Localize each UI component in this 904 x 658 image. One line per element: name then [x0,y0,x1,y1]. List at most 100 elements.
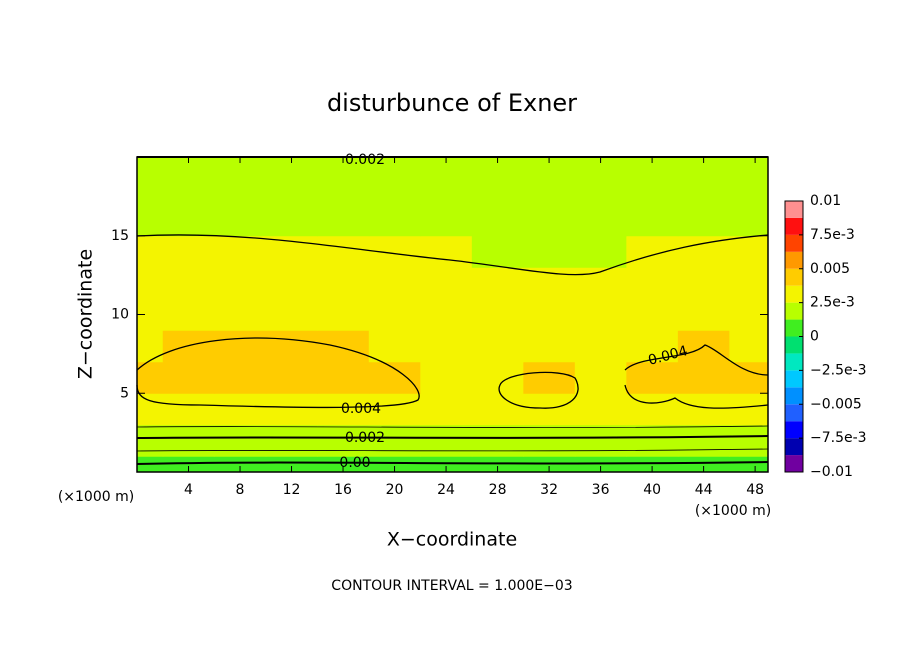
field-cell [420,204,473,237]
field-cell [677,204,730,237]
field-cell [162,204,215,237]
field-cell [317,172,370,205]
field-cell [471,361,524,394]
field-cell [214,298,267,331]
field-cell [420,172,473,205]
field-cell [626,172,679,205]
field-cell [729,424,769,457]
field-cell [471,456,524,473]
colorbar-band [785,404,803,422]
field-cell [162,361,215,394]
field-cell [137,267,164,300]
colorbar-band [785,370,803,388]
field-cell [471,393,524,426]
field-cell [574,298,627,331]
field-cell [214,157,267,174]
field-cell [729,172,769,205]
x-tick-label: 28 [489,482,507,498]
field-cell [265,204,318,237]
field-cell [523,393,576,426]
y-tick-label: 5 [120,385,129,401]
y-axis-label: Z−coordinate [75,249,97,379]
field-cell [523,456,576,473]
x-unit-left: (×1000 m) [58,489,134,505]
contour-label: 0.002 [345,430,385,446]
field-cell [368,298,421,331]
colorbar-band [785,201,803,218]
field-cell [214,361,267,394]
colorbar-tick-label: 0.01 [810,193,841,209]
field-cell [137,172,164,205]
field-cell [265,361,318,394]
colorbar-tick-label: −7.5e-3 [810,430,867,446]
colorbar-tick-label: 7.5e-3 [810,227,855,243]
field-cell [368,393,421,426]
field-cell [214,204,267,237]
field-cell [471,298,524,331]
field-cell [574,393,627,426]
field-cell [729,456,769,473]
field-cell [317,393,370,426]
field-cell [317,456,370,473]
colorbar-band [785,387,803,405]
contour-line [136,337,420,409]
field-cell [420,361,473,394]
field-cell [420,157,473,174]
field-cell [729,393,769,426]
x-tick-label: 44 [695,482,713,498]
field-cell [626,298,679,331]
colorbar-band [785,251,803,269]
field-cell [523,330,576,363]
field-cell [162,235,215,268]
field-cell [523,298,576,331]
field-cell [368,330,421,363]
field-cell [677,157,730,174]
field-cell [626,424,679,457]
field-cell [471,235,524,268]
field-cell [214,393,267,426]
field-cell [420,424,473,457]
colorbar-tick-label: 0.005 [810,261,850,277]
field-cell [574,267,627,300]
field-cell [677,267,730,300]
field-cell [317,235,370,268]
field-cell [626,456,679,473]
field-cell [729,204,769,237]
field-cell [265,235,318,268]
contour-label: 0.00 [339,455,370,471]
field-cell [317,330,370,363]
x-tick-label: 12 [283,482,301,498]
field-cell [137,157,164,174]
field-cell [214,267,267,300]
field-cell [317,157,370,174]
x-tick-label: 40 [643,482,661,498]
field-cell [471,424,524,457]
field-cell [368,157,421,174]
contour-label: 0.002 [345,152,385,168]
field-cell [317,298,370,331]
x-tick-label: 36 [592,482,610,498]
field-cell [265,330,318,363]
field-cell [523,424,576,457]
colorbar-band [785,421,803,439]
field-cell [137,393,164,426]
field-cell [137,424,164,457]
field-cell [574,204,627,237]
contour-label: 0.004 [341,401,381,417]
field-cell [317,361,370,394]
colorbar-band [785,268,803,286]
field-cell [626,235,679,268]
field-cell [729,361,769,394]
field-cell [523,204,576,237]
field-cell [420,235,473,268]
contour-line [136,234,769,276]
contour-line [136,435,769,439]
contour-line [624,344,769,409]
field-cell [420,330,473,363]
colorbar-band [785,319,803,337]
field [137,157,769,473]
field-cell [137,330,164,363]
x-tick-label: 16 [334,482,352,498]
field-cell [137,235,164,268]
